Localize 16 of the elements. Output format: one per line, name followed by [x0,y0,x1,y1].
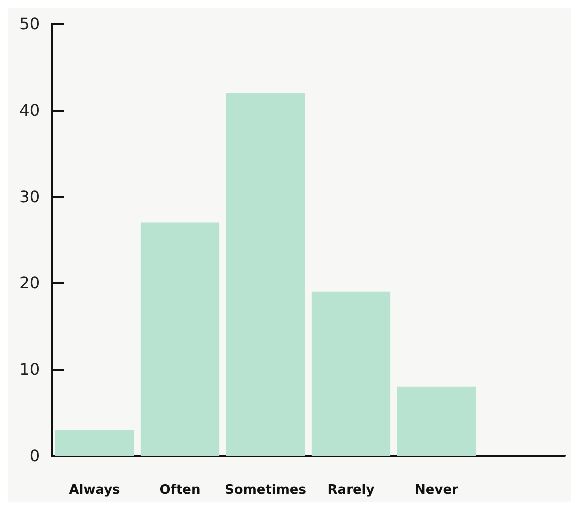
bar [140,222,220,456]
y-tick-label: 30 [20,187,40,206]
x-tick-label: Always [69,483,121,498]
bar [397,386,476,456]
y-tick-label: 20 [20,274,40,293]
y-tick-label: 40 [20,100,40,120]
y-tick-label: 50 [20,14,40,34]
bar [312,292,391,456]
x-tick-label: Often [160,483,201,498]
bar [226,93,306,456]
y-tick-label: 0 [30,446,40,466]
x-tick-label: Rarely [328,483,376,498]
y-tick-label: 10 [20,360,40,380]
bar [55,430,134,456]
x-tick-label: Never [415,483,460,498]
x-tick-label: Sometimes [225,483,307,498]
